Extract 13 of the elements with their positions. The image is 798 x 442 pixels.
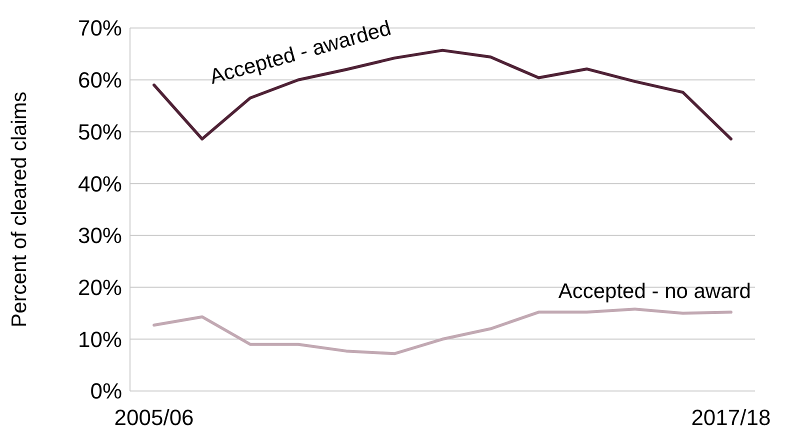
y-tick-label: 60% (78, 68, 122, 93)
x-tick-label: 2017/18 (691, 405, 771, 430)
y-tick-label: 10% (78, 326, 122, 352)
x-tick-label: 2005/06 (114, 405, 194, 430)
line-series (152, 308, 732, 356)
y-tick-label: 40% (78, 171, 122, 196)
y-tick-label: 20% (78, 274, 122, 300)
series-label: Accepted - no award (558, 280, 751, 304)
y-tick-label: 70% (78, 16, 122, 41)
y-tick-label: 50% (78, 119, 122, 144)
y-tick-label: 0% (90, 378, 122, 404)
y-axis-title: Percent of cleared claims (8, 92, 31, 328)
y-tick-label: 30% (78, 223, 122, 248)
